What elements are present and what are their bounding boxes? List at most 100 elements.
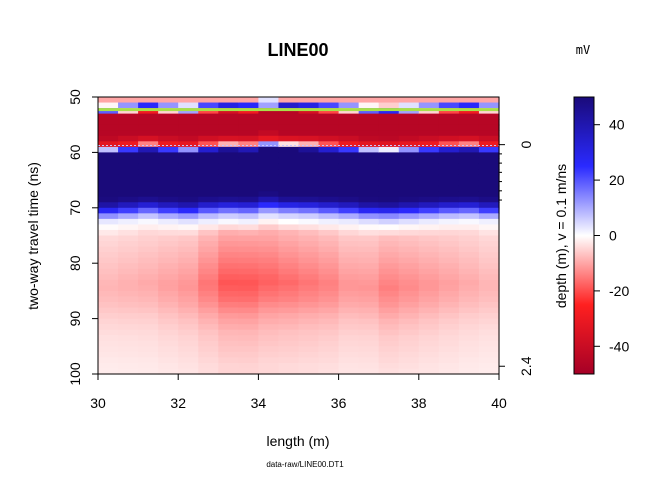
heatmap-cell bbox=[218, 307, 239, 314]
heatmap-cell bbox=[458, 368, 480, 375]
heatmap-cell bbox=[278, 207, 300, 214]
heatmap-cell bbox=[438, 191, 460, 198]
heatmap-cell bbox=[298, 146, 320, 153]
heatmap-cell bbox=[298, 329, 320, 336]
heatmap-cell bbox=[98, 124, 119, 131]
heatmap-cell bbox=[258, 207, 280, 214]
colorbar-tick-label: 0 bbox=[609, 228, 617, 244]
heatmap-cell bbox=[478, 185, 500, 192]
heatmap-cell bbox=[398, 263, 420, 270]
heatmap-cell bbox=[378, 157, 400, 165]
heatmap-cell bbox=[218, 146, 239, 153]
heatmap-cell bbox=[338, 97, 360, 104]
heatmap-cell bbox=[238, 141, 259, 148]
heatmap-cell bbox=[478, 340, 500, 347]
heatmap-cell bbox=[118, 213, 139, 220]
heatmap-cell bbox=[198, 318, 219, 325]
heatmap-cell bbox=[178, 263, 199, 270]
heatmap-cell bbox=[218, 169, 239, 176]
heatmap-cell bbox=[98, 279, 119, 286]
heatmap-cell bbox=[378, 97, 400, 104]
heatmap-cell bbox=[418, 362, 440, 370]
heatmap-cell bbox=[138, 285, 159, 292]
heatmap-cell bbox=[458, 329, 480, 336]
heatmap-cell bbox=[478, 241, 500, 248]
heatmap-cell bbox=[198, 268, 219, 275]
heatmap-cell bbox=[458, 146, 480, 153]
heatmap-cell bbox=[118, 174, 139, 181]
heatmap-cell bbox=[198, 307, 219, 314]
heatmap-cell bbox=[378, 268, 400, 275]
heatmap-cell bbox=[418, 346, 440, 353]
heatmap-cell bbox=[98, 141, 119, 148]
heatmap-cell bbox=[178, 290, 199, 298]
heatmap-cell bbox=[318, 290, 340, 298]
heatmap-cell bbox=[238, 246, 259, 253]
heatmap-cell bbox=[358, 252, 380, 259]
heatmap-cell bbox=[418, 274, 440, 281]
heatmap-cell bbox=[318, 152, 340, 159]
heatmap-cell bbox=[158, 213, 179, 220]
heatmap-cell bbox=[358, 202, 380, 209]
heatmap-cell bbox=[438, 213, 460, 220]
heatmap-cell bbox=[198, 141, 219, 148]
heatmap-cell bbox=[138, 169, 159, 176]
heatmap-cell bbox=[338, 124, 360, 131]
heatmap-cell bbox=[138, 351, 159, 358]
heatmap-cell bbox=[178, 174, 199, 181]
heatmap-cell bbox=[358, 169, 380, 176]
heatmap-cell bbox=[438, 157, 460, 165]
depth-axis-label: depth (m), v = 0.1 m/ns bbox=[553, 164, 569, 308]
heatmap-cell bbox=[338, 362, 360, 370]
heatmap-cell bbox=[118, 113, 139, 120]
heatmap-cell bbox=[138, 368, 159, 375]
heatmap-cell bbox=[218, 130, 239, 137]
heatmap-cell bbox=[198, 146, 219, 153]
heatmap-cell bbox=[98, 163, 119, 170]
colorbar-unit: mV bbox=[576, 43, 590, 57]
x-tick-label: 38 bbox=[411, 395, 427, 411]
heatmap-cell bbox=[478, 152, 500, 159]
heatmap-cell bbox=[478, 235, 500, 242]
heatmap-cell bbox=[418, 268, 440, 275]
heatmap-cell bbox=[98, 346, 119, 353]
heatmap-cell bbox=[338, 169, 360, 176]
heatmap-cell bbox=[238, 362, 259, 370]
heatmap-cell bbox=[198, 285, 219, 292]
heatmap-cell bbox=[158, 346, 179, 353]
heatmap-cell bbox=[318, 296, 340, 303]
heatmap-cell bbox=[138, 274, 159, 281]
heatmap-cell bbox=[298, 285, 320, 292]
heatmap-cell bbox=[118, 152, 139, 159]
heatmap-cell bbox=[158, 257, 179, 264]
heatmap-cell bbox=[378, 202, 400, 209]
heatmap-cell bbox=[298, 296, 320, 303]
heatmap-cell bbox=[338, 180, 360, 187]
heatmap-cell bbox=[118, 313, 139, 320]
heatmap-cell bbox=[218, 279, 239, 286]
heatmap-cell bbox=[458, 301, 480, 309]
heatmap-cell bbox=[358, 174, 380, 181]
heatmap-cell bbox=[198, 124, 219, 131]
heatmap-cell bbox=[218, 185, 239, 192]
heatmap-cell bbox=[178, 235, 199, 242]
heatmap-cell bbox=[458, 318, 480, 325]
heatmap-cell bbox=[378, 257, 400, 264]
heatmap-cell bbox=[318, 362, 340, 370]
heatmap-cell bbox=[158, 108, 179, 115]
heatmap-cell bbox=[478, 157, 500, 165]
heatmap-cell bbox=[118, 263, 139, 270]
heatmap-cell bbox=[158, 274, 179, 281]
heatmap-cell bbox=[358, 307, 380, 314]
heatmap-cell bbox=[458, 213, 480, 220]
heatmap-cell bbox=[198, 97, 219, 104]
heatmap-cell bbox=[458, 224, 480, 231]
heatmap-cell bbox=[258, 108, 280, 115]
depth-tick-label: 2.4 bbox=[518, 356, 534, 376]
heatmap-cell bbox=[198, 191, 219, 198]
heatmap-cell bbox=[418, 169, 440, 176]
heatmap-cell bbox=[338, 152, 360, 159]
heatmap-cell bbox=[98, 318, 119, 325]
heatmap-cell bbox=[378, 235, 400, 242]
heatmap-cell bbox=[278, 329, 300, 336]
